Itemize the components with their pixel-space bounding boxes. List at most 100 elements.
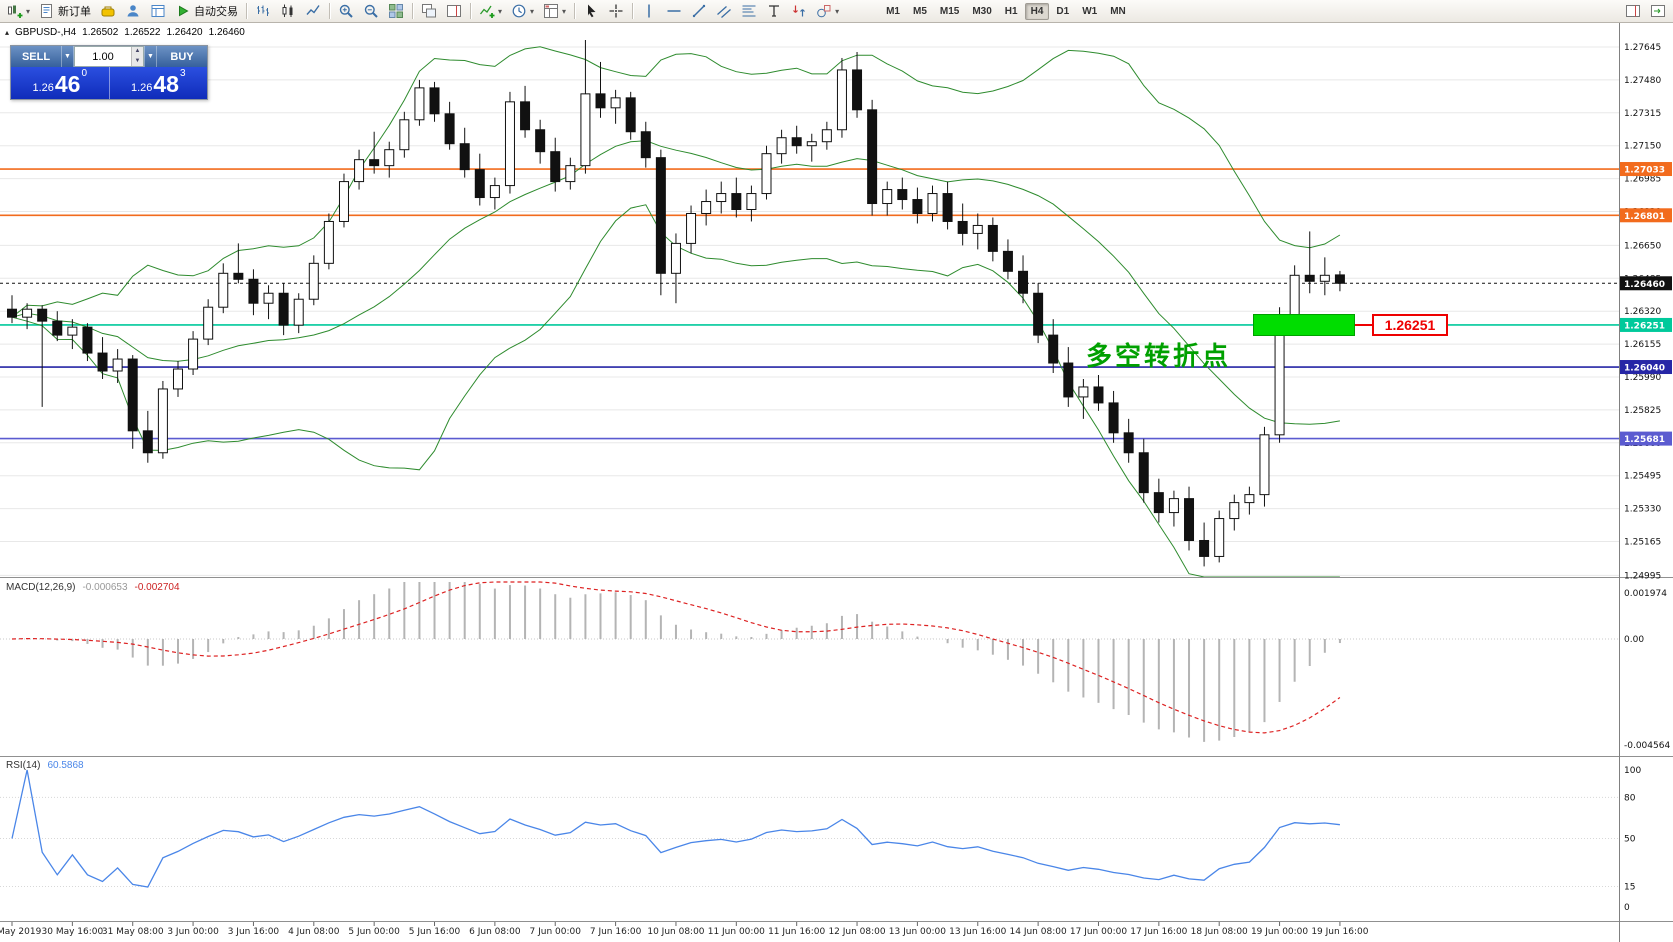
new-order-button[interactable]: 新订单 — [35, 1, 95, 21]
bars-icon — [255, 3, 271, 19]
turning-point-annotation[interactable]: 多空转折点 — [1086, 341, 1232, 371]
macd-main-value: -0.000653 — [82, 582, 128, 593]
text-label-button[interactable] — [762, 1, 786, 21]
volume-input[interactable]: 1.00 ▲ ▼ — [74, 46, 144, 67]
vline-icon — [641, 3, 657, 19]
buy-button[interactable]: BUY — [157, 46, 207, 67]
macd-indicator-label: MACD(12,26,9) -0.000653 -0.002704 — [6, 582, 180, 593]
toolbar-separator — [329, 3, 331, 19]
trendline-icon — [691, 3, 707, 19]
frame-layer — [0, 23, 1673, 942]
market-watch-button[interactable] — [121, 1, 145, 21]
sell-price-display[interactable]: 1.26 46 0 — [11, 67, 109, 99]
bar-chart-mode-button[interactable] — [251, 1, 275, 21]
timeframe-m5-button[interactable]: M5 — [912, 5, 927, 17]
periods-button[interactable]: ▾ — [507, 1, 538, 21]
zoom-in-button[interactable] — [334, 1, 358, 21]
data-window-button[interactable] — [146, 1, 170, 21]
toolbar-right-group — [1621, 1, 1670, 21]
macd-axis-label: 0.00 — [1624, 635, 1644, 645]
metaeditor-button[interactable] — [96, 1, 120, 21]
rsi-axis-label: 50 — [1624, 835, 1636, 845]
timeframe-m30-button[interactable]: M30 — [972, 5, 992, 17]
chart-header: ▴ GBPUSD-,H4 1.26502 1.26522 1.26420 1.2… — [5, 27, 245, 38]
fibonacci-retracement-button[interactable] — [737, 1, 761, 21]
timeframe-mn-button[interactable]: MN — [1110, 5, 1126, 17]
volume-down-icon[interactable]: ▼ — [132, 56, 143, 66]
timeframe-d1-button[interactable]: D1 — [1056, 5, 1070, 17]
price-tag-text: 1.27033 — [1624, 166, 1665, 176]
dropdown-caret-icon: ▾ — [26, 6, 31, 16]
equidistant-channel-button[interactable] — [712, 1, 736, 21]
timeframe-m1-button[interactable]: M1 — [886, 5, 900, 17]
toolbar: ▾ 新订单 自动交易 ▾ ▾ ▾ ▾ M1 M5 M15 M30 H1 H4 D1 W1 MN — [0, 0, 1673, 23]
time-axis-label: 13 Jun 16:00 — [949, 927, 1006, 937]
price-callout-label[interactable]: 1.26251 — [1372, 314, 1448, 336]
price-axis-label: 1.25495 — [1624, 472, 1661, 482]
templates-button[interactable]: ▾ — [539, 1, 570, 21]
volume-value[interactable]: 1.00 — [92, 50, 114, 63]
price-axis-label: 1.26650 — [1624, 241, 1661, 251]
macd-name: MACD(12,26,9) — [6, 582, 76, 593]
volume-spinner: ▲ ▼ — [131, 47, 143, 66]
buy-price-display[interactable]: 1.26 48 3 — [110, 67, 208, 99]
time-axis-label: 14 Jun 08:00 — [1010, 927, 1067, 937]
symbol-period-label: GBPUSD-,H4 — [15, 27, 77, 38]
time-axis-label: 10 Jun 08:00 — [647, 927, 704, 937]
cascade-windows-button[interactable] — [417, 1, 441, 21]
volume-up-icon[interactable]: ▲ — [132, 47, 143, 57]
sell-options-caret-icon[interactable]: ▼ — [61, 46, 74, 67]
candlestick-mode-button[interactable] — [276, 1, 300, 21]
sell-button[interactable]: SELL — [11, 46, 61, 67]
auto-scroll-toggle-button[interactable] — [1646, 1, 1670, 21]
price-axis-label: 1.25825 — [1624, 406, 1661, 416]
timeframe-m15-button[interactable]: M15 — [939, 5, 960, 17]
macd-axis-label: 0.001974 — [1624, 589, 1667, 599]
sell-price-prefix: 1.26 — [32, 82, 54, 94]
zoom-out-button[interactable] — [359, 1, 383, 21]
time-axis-label: 13 Jun 00:00 — [889, 927, 946, 937]
buy-options-caret-icon[interactable]: ▼ — [144, 46, 157, 67]
tile-windows-button[interactable] — [384, 1, 408, 21]
arrows-tool-button[interactable] — [787, 1, 811, 21]
auto-scroll-icon — [1650, 3, 1666, 19]
auto-trading-button[interactable]: 自动交易 — [171, 1, 242, 21]
timeframe-h4-button[interactable]: H4 — [1024, 2, 1050, 20]
trendline-button[interactable] — [687, 1, 711, 21]
buy-price-prefix: 1.26 — [130, 82, 153, 94]
highlight-box[interactable] — [1253, 314, 1355, 336]
rsi-axis-label: 80 — [1624, 793, 1636, 803]
cursor-button[interactable] — [579, 1, 603, 21]
arrange-charts-button[interactable] — [442, 1, 466, 21]
indicators-list-button[interactable]: ▾ — [475, 1, 506, 21]
candles-icon — [280, 3, 296, 19]
price-tag-1.26040 — [1620, 360, 1672, 375]
time-axis-label: 3 Jun 16:00 — [228, 927, 280, 937]
line-chart-mode-button[interactable] — [301, 1, 325, 21]
rsi-axis-label: 0 — [1624, 903, 1630, 913]
timeframe-w1-button[interactable]: W1 — [1082, 5, 1098, 17]
one-click-collapse-icon[interactable]: ▴ — [5, 28, 10, 37]
crosshair-icon — [608, 3, 624, 19]
price-axis-label: 1.26985 — [1624, 175, 1661, 185]
rsi-value: 60.5868 — [47, 760, 84, 771]
order-form-icon — [39, 3, 55, 19]
chart-shift-toggle-button[interactable] — [1621, 1, 1645, 21]
rsi-name: RSI(14) — [6, 760, 41, 771]
price-axis-label: 1.24995 — [1624, 571, 1661, 581]
toolbar-separator — [246, 3, 248, 19]
horizontal-line-button[interactable] — [662, 1, 686, 21]
horizontal-lines-layer[interactable] — [0, 168, 1619, 440]
new-chart-button[interactable]: ▾ — [3, 1, 34, 21]
toolbar-separator — [412, 3, 414, 19]
price-tag-1.25681 — [1620, 431, 1672, 446]
shapes-button[interactable]: ▾ — [812, 1, 843, 21]
vertical-line-button[interactable] — [637, 1, 661, 21]
crosshair-button[interactable] — [604, 1, 628, 21]
chart-shift-icon — [446, 3, 462, 19]
timeframe-h1-button[interactable]: H1 — [1004, 5, 1018, 17]
price-axis-label: 1.27150 — [1624, 142, 1661, 152]
